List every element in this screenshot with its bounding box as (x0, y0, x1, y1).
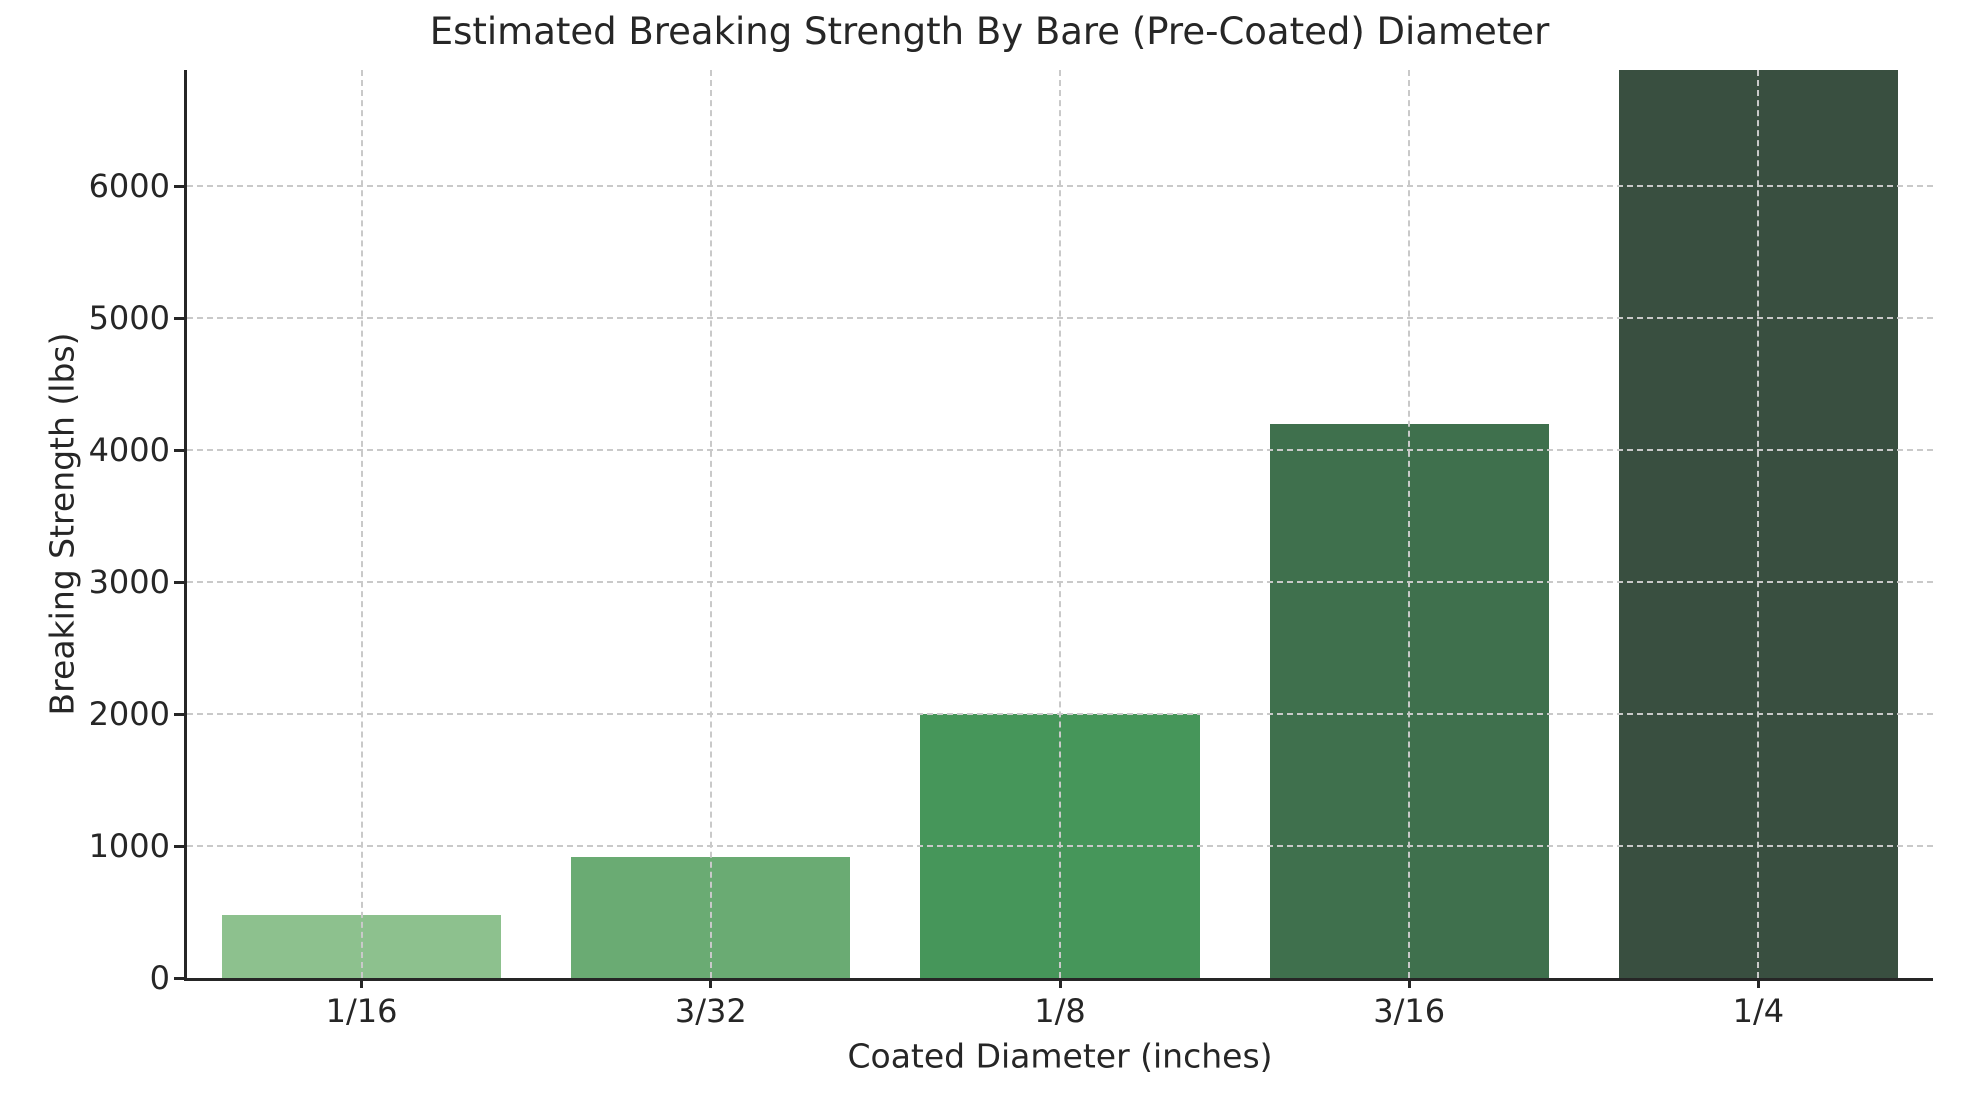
y-tick-1000 (174, 844, 184, 848)
y-axis-spine (184, 70, 187, 981)
x-tick-3/32 (709, 978, 713, 988)
x-tick-label-1/8: 1/8 (1034, 992, 1086, 1030)
y-axis-label: Breaking Strength (lbs) (42, 332, 82, 716)
y-tick-6000 (174, 184, 184, 188)
x-tick-1/16 (360, 978, 364, 988)
chart-title: Estimated Breaking Strength By Bare (Pre… (429, 10, 1550, 53)
x-axis-label: Coated Diameter (inches) (847, 1036, 1273, 1076)
y-tick-3000 (174, 580, 184, 584)
x-tick-3/16 (1407, 978, 1411, 988)
v-gridline-3/32 (709, 70, 712, 978)
y-tick-0 (174, 976, 184, 980)
y-tick-label-6000: 6000 (88, 167, 170, 206)
y-tick-2000 (174, 712, 184, 716)
x-tick-1/8 (1058, 978, 1062, 988)
y-tick-5000 (174, 316, 184, 320)
v-gridline-1/16 (360, 70, 363, 978)
h-gridline-2000 (187, 713, 1933, 716)
h-gridline-3000 (187, 581, 1933, 584)
v-gridline-3/16 (1408, 70, 1411, 978)
y-tick-label-0: 0 (149, 959, 170, 997)
h-gridline-1000 (187, 845, 1933, 848)
x-axis-spine (184, 978, 1933, 981)
y-tick-label-1000: 1000 (88, 827, 170, 866)
y-tick-label-4000: 4000 (88, 431, 170, 470)
plot-area (187, 70, 1933, 978)
h-gridline-4000 (187, 449, 1933, 452)
x-tick-label-1/4: 1/4 (1732, 992, 1785, 1030)
v-gridline-1/4 (1757, 70, 1760, 978)
x-tick-label-1/16: 1/16 (325, 992, 398, 1030)
y-tick-4000 (174, 448, 184, 452)
y-tick-label-3000: 3000 (88, 563, 170, 602)
y-tick-label-2000: 2000 (88, 695, 170, 734)
x-tick-label-3/32: 3/32 (674, 992, 747, 1030)
v-gridline-1/8 (1059, 70, 1061, 978)
h-gridline-6000 (187, 185, 1933, 188)
y-tick-label-5000: 5000 (88, 299, 170, 338)
x-tick-label-3/16: 3/16 (1373, 992, 1446, 1030)
h-gridline-5000 (187, 317, 1933, 320)
x-tick-1/4 (1756, 978, 1760, 988)
